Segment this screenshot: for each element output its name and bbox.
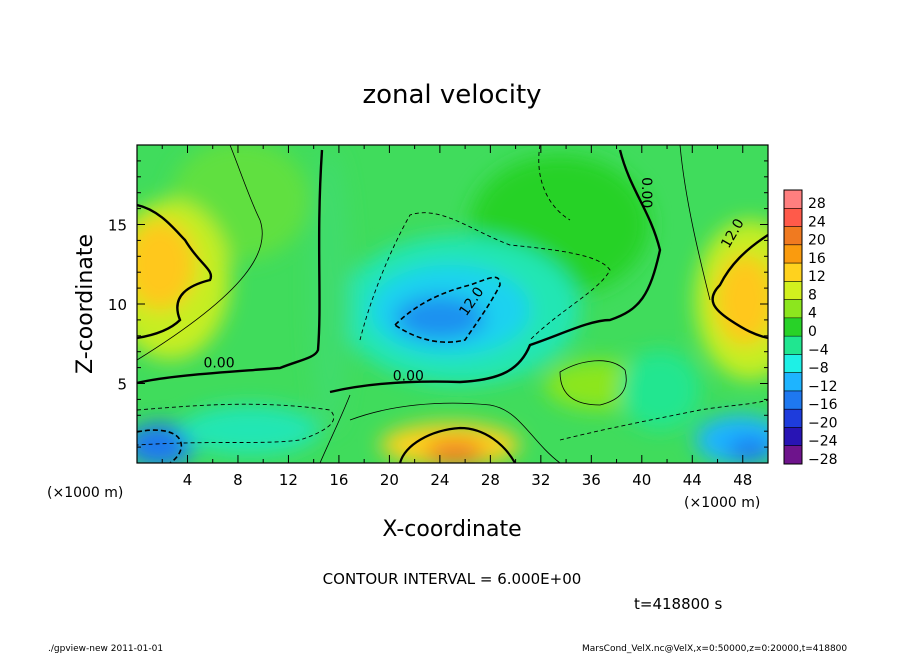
x-tick-label: 12	[279, 471, 298, 489]
y-tick-label: 10	[108, 296, 127, 314]
colorbar-label: 28	[808, 196, 826, 212]
colorbar-swatch	[784, 244, 802, 264]
colorbar-label: −24	[808, 434, 838, 450]
colorbar-swatch	[784, 317, 802, 337]
colorbar-label: 24	[808, 214, 826, 230]
colorbar-swatch	[784, 445, 802, 465]
contour-label: 0.00	[203, 356, 234, 372]
chart-title: zonal velocity	[362, 80, 541, 110]
contour-label: 0.00	[638, 177, 654, 208]
x-tick-label: 4	[183, 471, 193, 489]
colorbar-label: −20	[808, 415, 838, 431]
y-axis: 5 10 15	[108, 160, 768, 448]
colorbar-label: −8	[808, 361, 829, 377]
colorbar-label: −28	[808, 452, 838, 468]
colorbar-swatch	[784, 263, 802, 282]
x-axis-label: X-coordinate	[382, 517, 521, 542]
colorbar-swatch	[784, 226, 802, 246]
contour-label: 0.00	[393, 368, 424, 384]
colorbar-swatch	[784, 299, 802, 319]
footer-right: MarsCond_VelX.nc@VelX,x=0:50000,z=0:2000…	[582, 644, 847, 654]
colorbar-swatch	[784, 281, 802, 301]
x-tick-label: 20	[380, 471, 399, 489]
colorbar-swatch	[784, 427, 802, 447]
colorbar-swatch	[784, 336, 802, 355]
y-axis-label: Z-coordinate	[73, 234, 98, 374]
x-tick-label: 40	[632, 471, 651, 489]
x-tick-label: 32	[531, 471, 550, 489]
y-tick-label: 5	[117, 376, 127, 394]
colorbar-label: 0	[808, 324, 817, 340]
x-tick-label: 16	[329, 471, 348, 489]
x-tick-label: 36	[582, 471, 601, 489]
colorbar-label: −4	[808, 342, 829, 358]
colorbar-swatch	[784, 208, 802, 228]
colorbar-label: 12	[808, 269, 826, 285]
colorbar-label: 8	[808, 287, 817, 303]
colorbar-swatch	[784, 409, 802, 428]
heatmap-field	[137, 145, 768, 463]
colorbar-label: −12	[808, 379, 838, 395]
y-tick-label: 15	[108, 217, 127, 235]
colorbar-swatch	[784, 372, 802, 392]
colorbar-label: −16	[808, 397, 838, 413]
colorbar-swatch	[784, 190, 802, 209]
footer-left: ./gpview-new 2011-01-01	[48, 644, 163, 654]
x-axis: 4 8 12 16 20 24 28 32 36 40 44 48	[161, 145, 752, 489]
contour-interval: CONTOUR INTERVAL = 6.000E+00	[323, 570, 582, 588]
x-tick-label: 28	[481, 471, 500, 489]
colorbar-swatch	[784, 390, 802, 410]
colorbar-frame	[783, 189, 803, 465]
colorbar-label: 20	[808, 233, 826, 249]
colorbar-label: 16	[808, 251, 826, 267]
colorbar-label: 4	[808, 306, 817, 322]
time-label: t=418800 s	[634, 595, 722, 613]
x-tick-label: 8	[233, 471, 243, 489]
colorbar: 28 24 20 16 12 8 4 0 −4 −8 −12 −16 −20 −24 −28	[783, 189, 838, 468]
x-axis-unit-right: (×1000 m)	[684, 495, 760, 511]
x-tick-label: 44	[683, 471, 702, 489]
x-tick-label: 24	[430, 471, 449, 489]
colorbar-swatch	[784, 354, 802, 374]
x-axis-unit: (×1000 m)	[47, 485, 123, 501]
x-tick-label: 48	[733, 471, 752, 489]
